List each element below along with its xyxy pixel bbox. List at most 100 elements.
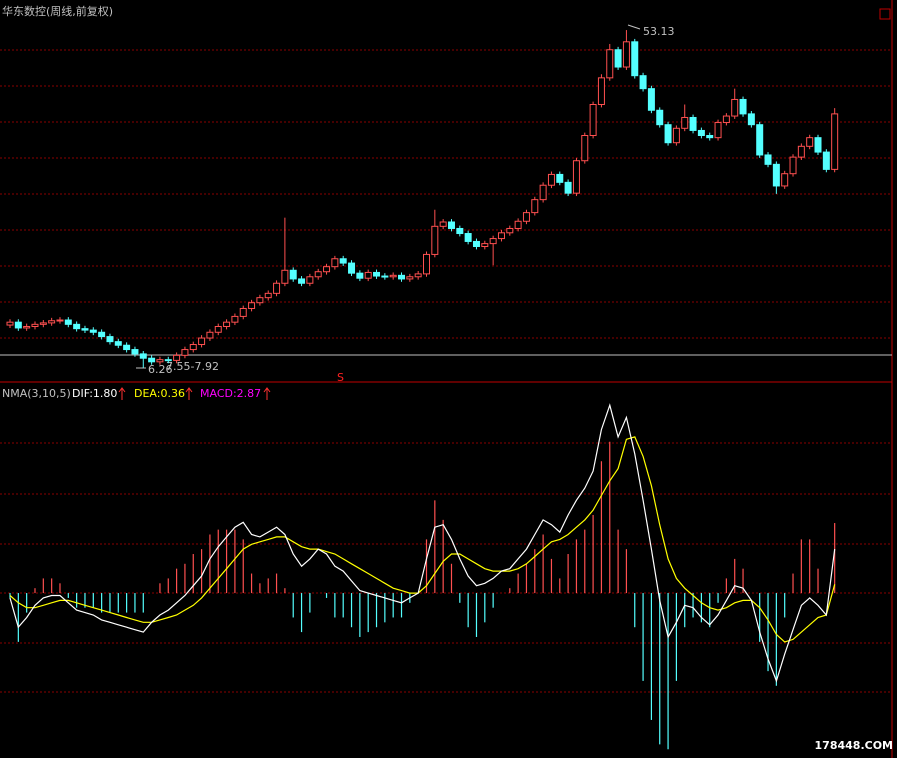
candle-body	[831, 113, 839, 170]
candle-body	[198, 337, 206, 346]
candle-body	[772, 163, 780, 187]
candle-body	[572, 160, 580, 194]
up-arrow	[185, 387, 193, 400]
candle-body	[314, 271, 322, 278]
candle-body	[89, 329, 97, 333]
candle-body	[747, 113, 755, 126]
candle-body	[506, 227, 514, 234]
candle-body	[81, 328, 89, 331]
candle-body	[556, 173, 564, 183]
candle-body	[697, 129, 705, 137]
watermark: 178448.COM	[815, 739, 893, 752]
up-arrow	[118, 387, 126, 400]
candle-body	[156, 359, 164, 363]
high-annotation: 53.13	[643, 25, 675, 38]
candle-body	[106, 336, 114, 343]
candle-body	[23, 326, 31, 329]
dea-line	[9, 436, 836, 643]
candle-body	[614, 49, 622, 68]
candle-body	[206, 331, 214, 339]
candle-body	[781, 173, 789, 187]
candle-body	[281, 269, 289, 284]
window-icon[interactable]	[879, 8, 891, 20]
candle-body	[373, 271, 381, 277]
candle-body	[214, 326, 222, 333]
candle-body	[139, 353, 147, 359]
candle-body	[731, 98, 739, 117]
candle-body	[189, 344, 197, 351]
signal-marker: S	[337, 371, 344, 384]
legend-entry: MACD:2.87	[200, 387, 261, 400]
candle-body	[406, 276, 414, 280]
candle-body	[497, 232, 505, 240]
candle-body	[6, 321, 14, 326]
candle-body	[589, 104, 597, 137]
candle-body	[14, 321, 22, 329]
candle-body	[389, 274, 397, 278]
candle-body	[756, 124, 764, 156]
candle-body	[581, 135, 589, 162]
candle-body	[472, 240, 480, 247]
candle-body	[464, 233, 472, 242]
candle-body	[239, 307, 247, 317]
annotation-pointer	[627, 24, 641, 30]
candle-body	[489, 238, 497, 245]
candle-body	[331, 258, 339, 268]
candle-body	[131, 349, 139, 355]
candle-body	[306, 276, 314, 284]
candle-body	[248, 302, 256, 309]
candle-body	[822, 151, 830, 170]
candle-body	[339, 258, 347, 264]
candle-body	[364, 271, 372, 279]
candle-body	[481, 243, 489, 247]
candle-body	[398, 274, 406, 280]
legend-entry: DIF:1.80	[72, 387, 117, 400]
candle-body	[123, 344, 131, 351]
candle-body	[348, 262, 356, 274]
candle-body	[672, 127, 680, 144]
candle-body	[298, 278, 306, 284]
dif-line	[9, 403, 836, 683]
candle-body	[539, 184, 547, 201]
candle-body	[739, 98, 747, 115]
up-arrow	[263, 387, 271, 400]
candle-body	[547, 173, 555, 186]
candle-body	[231, 315, 239, 323]
candle-body	[173, 354, 181, 361]
candle-body	[48, 320, 56, 324]
candle-body	[264, 292, 272, 299]
candle-body	[273, 282, 281, 294]
candle-body	[423, 253, 430, 275]
candle-body	[714, 122, 722, 139]
candle-body	[564, 181, 572, 194]
candle-body	[164, 359, 172, 362]
chart-title: 华东数控(周线,前复权)	[2, 4, 113, 18]
candle-body	[764, 154, 772, 165]
candle-body	[597, 77, 605, 106]
candle-body	[381, 275, 389, 278]
candle-body	[806, 137, 814, 147]
candle-body	[431, 225, 439, 255]
candle-body	[647, 88, 655, 111]
candle-body	[223, 321, 231, 328]
candle-body	[631, 41, 639, 77]
candle-body	[622, 41, 630, 68]
indicator-title: NMA(3,10,5)	[2, 387, 71, 400]
candle-body	[439, 221, 447, 227]
candle-body	[681, 116, 689, 129]
candle-body	[31, 323, 39, 328]
candle-body	[689, 116, 697, 131]
candle-body	[789, 156, 797, 175]
candle-body	[39, 322, 47, 325]
candle-body	[797, 145, 805, 158]
candle-body	[522, 212, 530, 222]
low-annotation: 6.26	[148, 363, 173, 376]
candle-body	[356, 272, 364, 279]
candle-body	[256, 297, 264, 304]
candle-body	[514, 220, 522, 229]
candle-body	[414, 273, 422, 278]
